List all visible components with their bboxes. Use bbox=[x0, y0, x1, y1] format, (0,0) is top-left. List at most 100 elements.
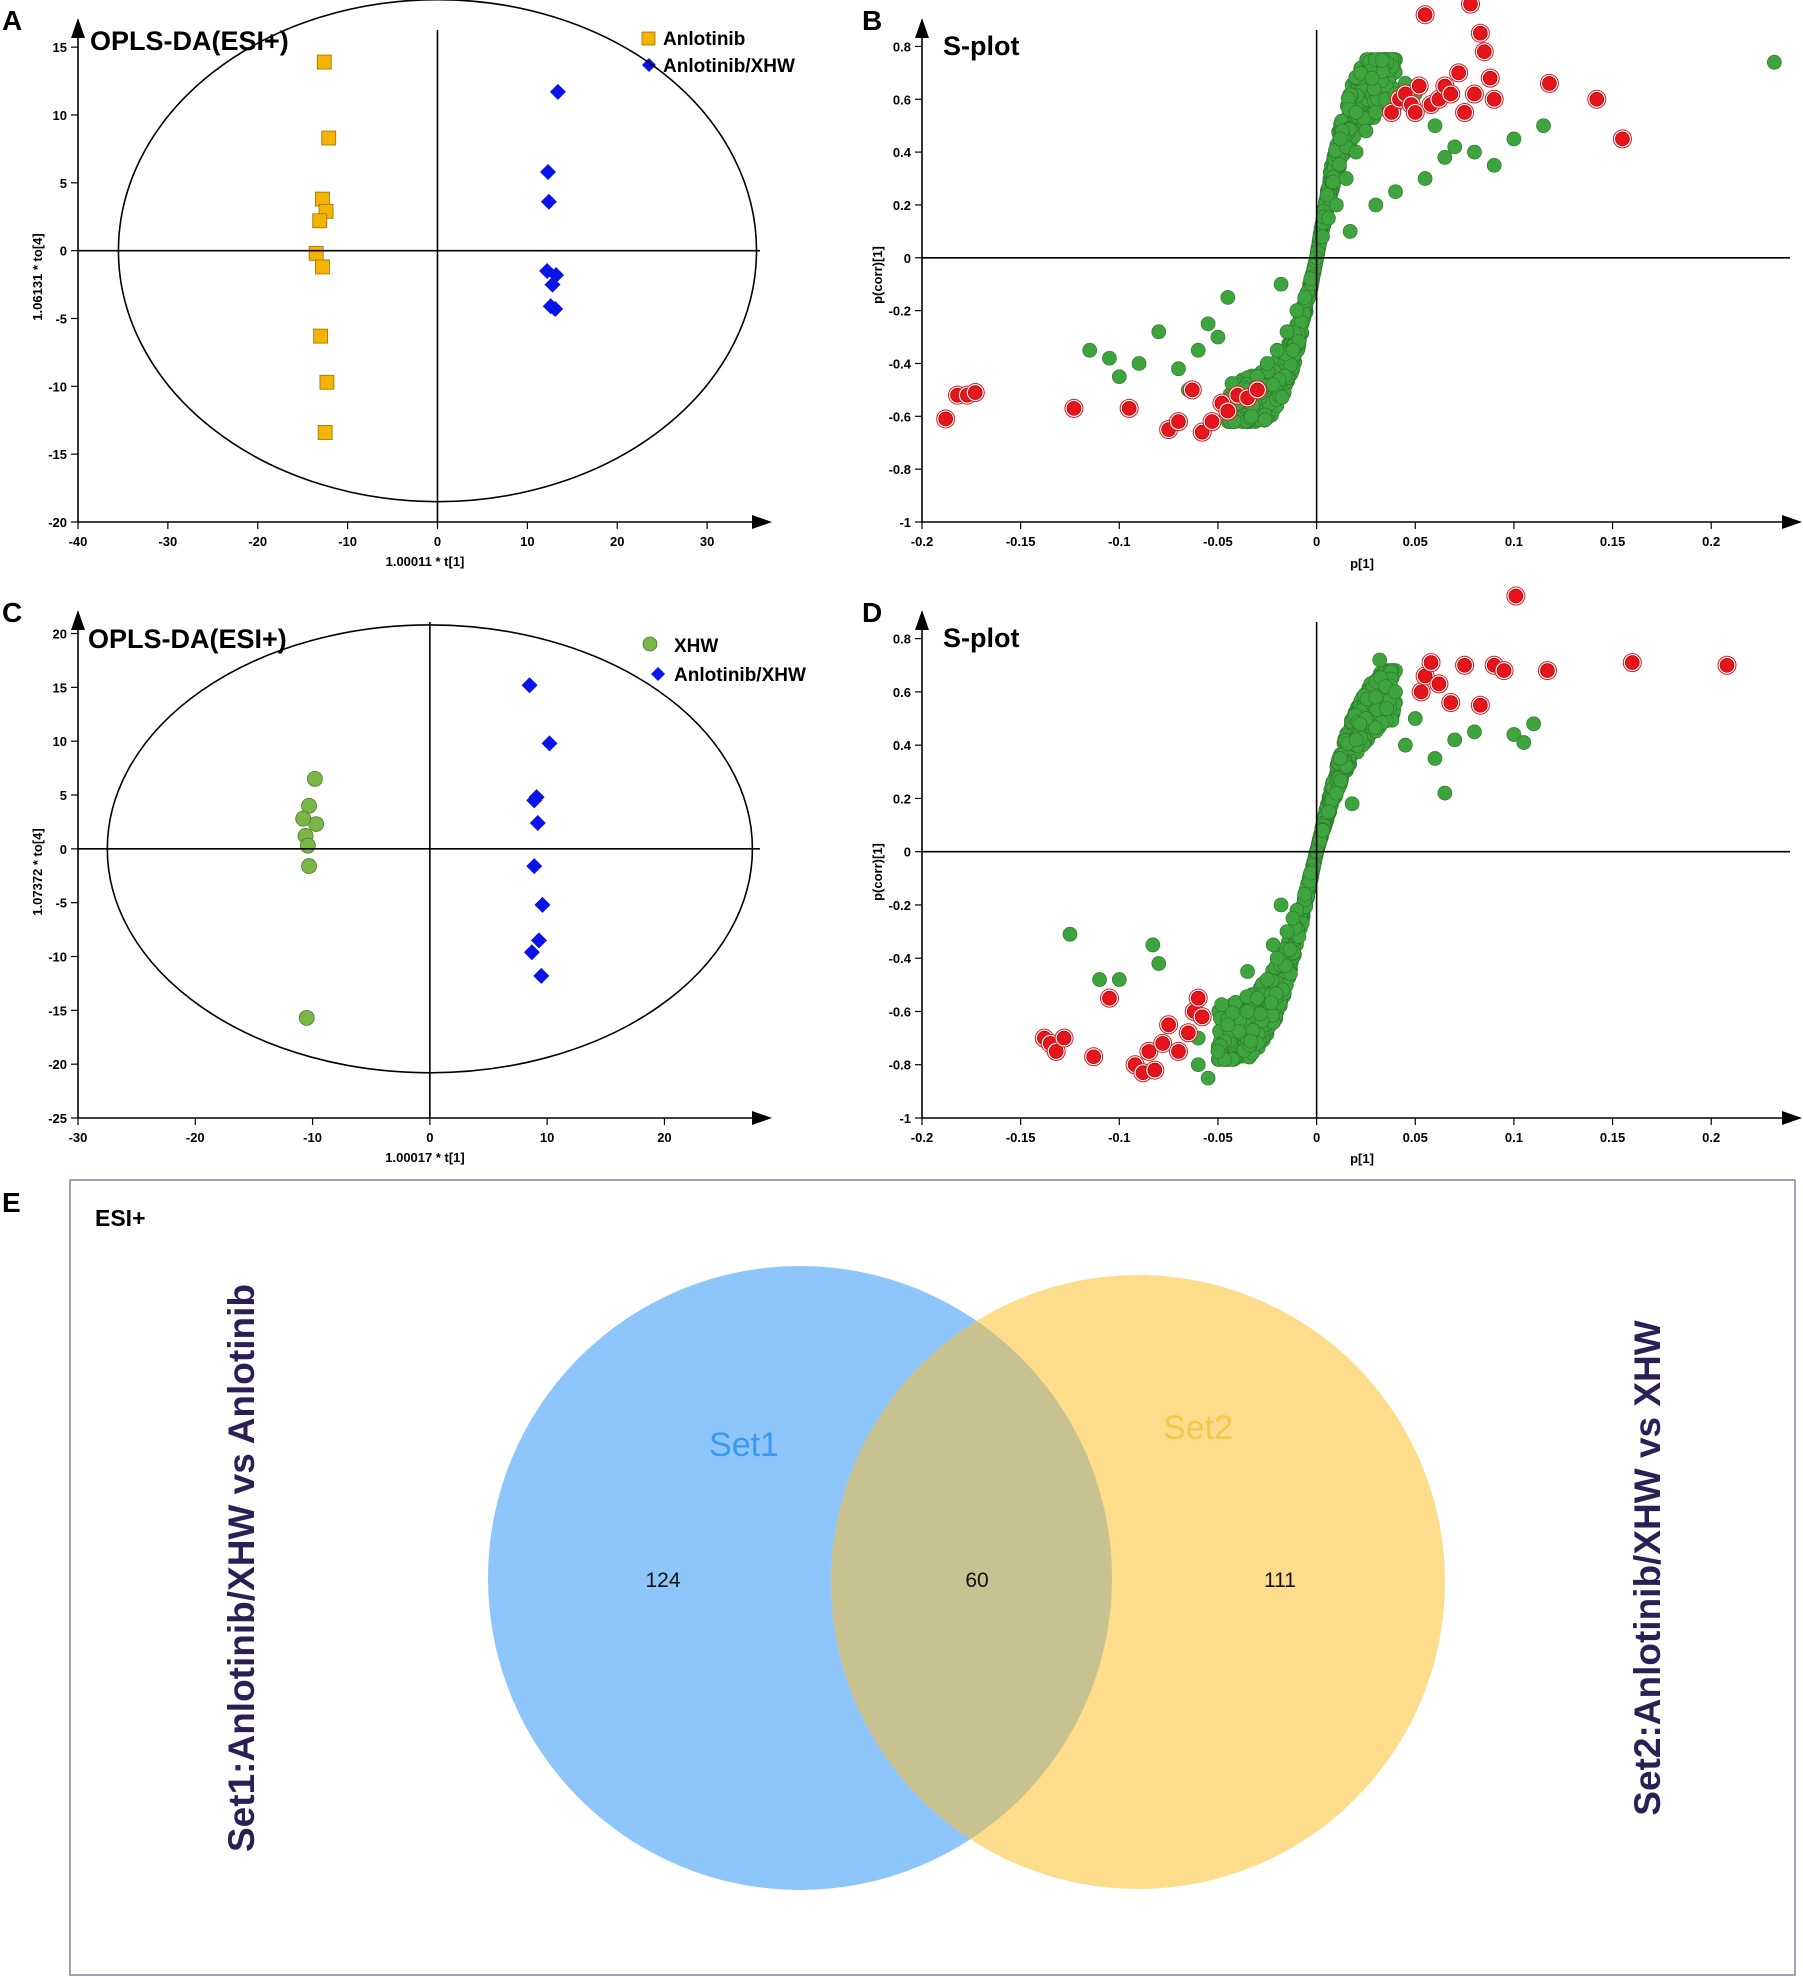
splot-green-point bbox=[1231, 1024, 1247, 1039]
legend-xhw-label: XHW bbox=[674, 636, 718, 657]
y-tick-label: 0 bbox=[60, 244, 67, 259]
anlotinib-xhw-point bbox=[526, 792, 543, 809]
xhw-point bbox=[298, 1009, 315, 1026]
y-tick-label: 0 bbox=[60, 842, 67, 857]
splot-green-point bbox=[1282, 942, 1298, 957]
splot-red-point bbox=[1473, 697, 1488, 713]
x-tick-label: -30 bbox=[69, 1130, 88, 1145]
x-tick-label: 0.1 bbox=[1505, 1130, 1523, 1145]
splot-green-point bbox=[1297, 290, 1313, 305]
y-tick-label: -10 bbox=[48, 379, 67, 394]
splot-red-point bbox=[1457, 105, 1472, 120]
x-tick-label: -0.2 bbox=[911, 1130, 933, 1145]
legend-xhw-marker bbox=[642, 636, 658, 652]
y-tick-label: -20 bbox=[48, 1057, 67, 1072]
x-tick-label: -30 bbox=[158, 534, 177, 549]
venn-count-intersection: 60 bbox=[965, 1569, 988, 1592]
anlotinib-point bbox=[315, 259, 330, 275]
splot-green-point bbox=[1220, 290, 1236, 305]
splot-green-point bbox=[1379, 701, 1395, 716]
splot-red-point bbox=[1467, 86, 1482, 102]
x-tick-label: 0.15 bbox=[1600, 1130, 1625, 1145]
splot-green-point bbox=[1368, 720, 1383, 735]
splot-red-point bbox=[1185, 382, 1200, 398]
anlotinib-point bbox=[316, 54, 332, 70]
splot-green-point bbox=[1364, 70, 1380, 86]
y-tick-label: 0.4 bbox=[893, 145, 912, 160]
splot-green-point bbox=[1467, 724, 1482, 740]
panel-b-splot: S-plot -0.2 -0.15 -0.1 -0.05 0 0.05 0.1 0.15 0.2… bbox=[870, 0, 1802, 571]
panel-b-x-label: p[1] bbox=[1350, 556, 1374, 571]
splot-red-point bbox=[1443, 695, 1459, 710]
splot-red-point bbox=[1719, 657, 1735, 673]
splot-red-point bbox=[1056, 1030, 1072, 1046]
venn-overlap-region bbox=[831, 1275, 1112, 1889]
splot-green-point bbox=[1374, 53, 1390, 68]
xhw-point bbox=[307, 770, 323, 787]
y-tick-label: 15 bbox=[53, 40, 67, 55]
anlotinib-point bbox=[321, 130, 337, 146]
splot-green-point bbox=[1526, 716, 1541, 732]
splot-red-point bbox=[1181, 1025, 1196, 1041]
panel-c-title: OPLS-DA(ESI+) bbox=[88, 624, 287, 654]
venn-frame bbox=[69, 1179, 1796, 1976]
splot-green-point bbox=[1332, 131, 1348, 147]
splot-green-point bbox=[1285, 342, 1301, 358]
splot-red-point bbox=[1171, 1044, 1186, 1059]
y-tick-label: 0.2 bbox=[893, 198, 911, 213]
x-tick-label: -0.1 bbox=[1108, 534, 1130, 549]
anlotinib-xhw-point bbox=[523, 944, 540, 961]
y-tick-label: 0.6 bbox=[893, 92, 911, 107]
y-tick-label: 0.4 bbox=[893, 738, 912, 753]
splot-green-point bbox=[1190, 342, 1206, 358]
anlotinib-xhw-point bbox=[529, 815, 546, 832]
panel-a-title: OPLS-DA(ESI+) bbox=[90, 26, 289, 56]
splot-green-point bbox=[1516, 735, 1532, 750]
x-tick-label: 10 bbox=[540, 1130, 554, 1145]
splot-red-point bbox=[1155, 1036, 1171, 1051]
splot-green-point bbox=[1285, 910, 1301, 926]
y-tick-label: -0.6 bbox=[889, 409, 911, 424]
panel-b-y-ticks: 0.8 0.6 0.4 0.2 0 -0.2 -0.4 -0.6 -0.8 -1 bbox=[889, 39, 922, 530]
splot-red-point bbox=[1540, 663, 1555, 678]
splot-green-point bbox=[1319, 187, 1335, 203]
y-tick-label: -0.4 bbox=[889, 356, 912, 371]
splot-red-point bbox=[1615, 131, 1630, 147]
splot-green-point bbox=[1398, 737, 1413, 753]
splot-green-point bbox=[1274, 389, 1290, 405]
splot-red-point bbox=[1413, 684, 1429, 700]
x-tick-label: 0.2 bbox=[1702, 534, 1720, 549]
splot-green-point bbox=[1062, 926, 1078, 942]
splot-green-point bbox=[1348, 732, 1364, 748]
panel-c-y-label: 1.07372 * to[4] bbox=[30, 828, 45, 915]
splot-green-point bbox=[1407, 711, 1423, 726]
splot-green-point bbox=[1190, 1057, 1206, 1073]
panel-a-x-ticks: -40 -30 -20 -10 0 10 20 30 bbox=[69, 522, 714, 549]
splot-green-point bbox=[1447, 139, 1463, 155]
venn-set1-title: Set1:Anlotinib/XHW vs Anlotinib bbox=[221, 1284, 262, 1852]
splot-red-point bbox=[1147, 1062, 1163, 1078]
x-tick-label: -10 bbox=[338, 534, 357, 549]
anlotinib-xhw-point bbox=[521, 677, 538, 694]
splot-green-point bbox=[1388, 184, 1403, 200]
panel-b-title: S-plot bbox=[943, 31, 1019, 61]
y-tick-label: 5 bbox=[60, 176, 67, 191]
panel-d-x-label: p[1] bbox=[1350, 1151, 1374, 1166]
anlotinib-xhw-point bbox=[540, 193, 557, 210]
panel-c-legend: XHW Anlotinib/XHW bbox=[642, 636, 806, 686]
splot-green-point bbox=[1447, 732, 1463, 748]
y-tick-label: -0.2 bbox=[889, 898, 911, 913]
anlotinib-xhw-point bbox=[547, 300, 564, 317]
splot-green-point bbox=[1243, 1033, 1259, 1049]
splot-green-point bbox=[1092, 972, 1107, 987]
splot-green-point bbox=[1273, 276, 1289, 292]
splot-green-point bbox=[1344, 796, 1360, 812]
splot-green-point bbox=[1333, 773, 1349, 789]
splot-green-point bbox=[1151, 324, 1167, 340]
splot-green-point bbox=[1171, 361, 1186, 377]
splot-green-point bbox=[1467, 144, 1482, 160]
x-tick-label: 0 bbox=[434, 534, 441, 549]
splot-green-point bbox=[1372, 652, 1388, 668]
splot-green-point bbox=[1131, 356, 1147, 371]
